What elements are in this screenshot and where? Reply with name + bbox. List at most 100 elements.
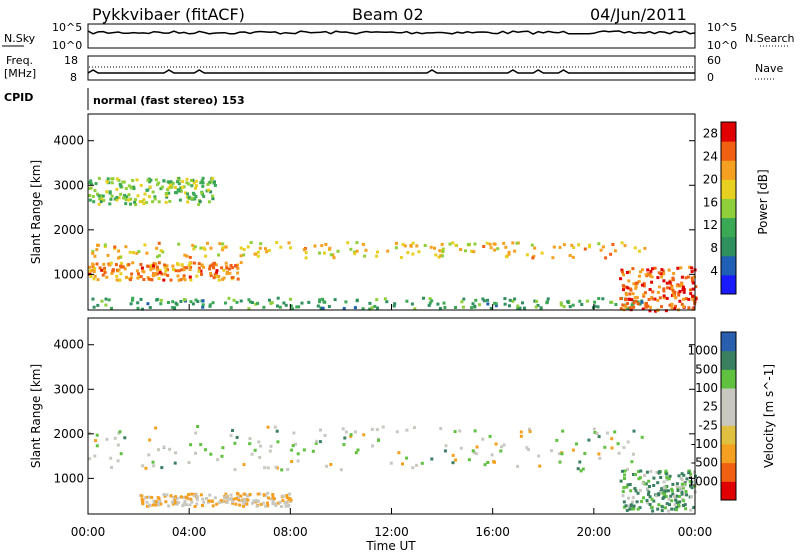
echo-cell bbox=[656, 507, 660, 511]
echo-cell bbox=[147, 453, 151, 457]
echo-cell bbox=[187, 264, 191, 267]
echo-cell bbox=[256, 301, 260, 305]
echo-cell bbox=[105, 437, 109, 441]
echo-cell bbox=[111, 268, 115, 272]
echo-cell bbox=[630, 303, 634, 307]
echo-cell bbox=[88, 265, 91, 269]
echo-cell bbox=[632, 452, 635, 456]
echo-cell bbox=[680, 302, 684, 306]
echo-cell bbox=[179, 189, 183, 193]
echo-cell bbox=[151, 190, 155, 194]
echo-cell bbox=[190, 500, 194, 504]
echo-cell bbox=[648, 503, 652, 506]
echo-cell bbox=[329, 463, 333, 466]
echo-cell bbox=[664, 469, 668, 473]
echo-cell bbox=[159, 502, 163, 506]
echo-cell bbox=[516, 306, 520, 310]
echo-cell bbox=[624, 504, 628, 508]
echo-cell bbox=[224, 261, 228, 265]
echo-cell bbox=[119, 192, 123, 196]
echo-cell bbox=[92, 305, 96, 309]
velocity-colorbar-segment bbox=[721, 481, 736, 501]
echo-cell bbox=[576, 467, 580, 471]
x-axis-ticks: 00:00 04:00 08:00 12:00 16:00 20:00 00:00 bbox=[71, 304, 712, 539]
echo-cell bbox=[623, 244, 627, 248]
echo-cell bbox=[467, 458, 471, 462]
echo-cell bbox=[262, 493, 266, 497]
echo-cell bbox=[187, 182, 191, 186]
echo-cell bbox=[691, 279, 694, 283]
echo-cell bbox=[165, 195, 169, 199]
echo-cell bbox=[189, 300, 193, 304]
echo-cell bbox=[640, 499, 644, 503]
echo-cell bbox=[169, 278, 173, 282]
echo-cell bbox=[670, 286, 674, 290]
echo-cell bbox=[188, 503, 192, 507]
echo-cell bbox=[649, 274, 652, 278]
echo-cell bbox=[481, 437, 485, 441]
echo-cell bbox=[346, 241, 350, 245]
echo-cell bbox=[226, 270, 229, 274]
echo-cell bbox=[375, 254, 379, 258]
echo-cell bbox=[177, 189, 181, 193]
echo-cell bbox=[692, 275, 696, 279]
echo-cell bbox=[471, 302, 475, 306]
echo-cell bbox=[331, 253, 335, 257]
echo-cell bbox=[616, 442, 620, 446]
echo-cell bbox=[536, 303, 540, 307]
echo-cell bbox=[656, 276, 660, 280]
echo-cell bbox=[539, 306, 543, 310]
echo-cell bbox=[304, 256, 308, 260]
echo-cell bbox=[101, 273, 105, 277]
echo-cell bbox=[123, 193, 127, 197]
echo-cell bbox=[625, 293, 628, 297]
echo-cell bbox=[502, 241, 506, 245]
power-colorbar-segment bbox=[721, 255, 736, 276]
echo-cell bbox=[268, 449, 272, 453]
power-colorbar-tick: 20 bbox=[703, 172, 718, 186]
echo-cell bbox=[535, 300, 539, 303]
echo-cell bbox=[674, 304, 677, 308]
echo-cell bbox=[132, 251, 135, 254]
echo-cell bbox=[155, 246, 159, 250]
echo-cell bbox=[353, 252, 357, 256]
echo-cell bbox=[122, 196, 125, 200]
echo-cell bbox=[668, 280, 672, 284]
velocity-colorbar-segment bbox=[721, 444, 736, 464]
echo-cell bbox=[395, 241, 398, 245]
echo-cell bbox=[648, 309, 652, 313]
echo-cell bbox=[671, 276, 675, 280]
echo-cell bbox=[175, 180, 179, 184]
echo-cell bbox=[169, 494, 173, 498]
echo-cell bbox=[144, 466, 148, 470]
echo-cell bbox=[141, 502, 145, 506]
echo-cell bbox=[647, 479, 651, 483]
echo-cell bbox=[118, 430, 122, 434]
echo-cell bbox=[220, 454, 224, 458]
echo-cell bbox=[694, 285, 698, 289]
echo-cell bbox=[660, 505, 664, 509]
echo-cell bbox=[627, 496, 630, 500]
echo-cell bbox=[236, 271, 240, 275]
echo-cell bbox=[91, 263, 95, 267]
echo-cell bbox=[320, 244, 324, 248]
echo-cell bbox=[256, 492, 260, 496]
echo-cell bbox=[130, 272, 134, 276]
echo-cell bbox=[354, 451, 358, 455]
echo-cell bbox=[638, 274, 641, 278]
echo-cell bbox=[646, 501, 650, 505]
echo-cell bbox=[645, 470, 649, 474]
echo-cell bbox=[411, 252, 415, 256]
echo-cell bbox=[676, 489, 680, 492]
echo-cell bbox=[642, 496, 645, 500]
echo-cell bbox=[211, 176, 215, 180]
echo-cell bbox=[245, 502, 249, 506]
noise-right-tick-bottom: 10^0 bbox=[707, 39, 737, 52]
echo-cell bbox=[504, 245, 508, 249]
echo-cell bbox=[229, 264, 233, 267]
echo-cell bbox=[333, 298, 337, 302]
echo-cell bbox=[140, 266, 144, 270]
echo-cell bbox=[118, 255, 122, 259]
echo-cell bbox=[187, 195, 191, 199]
echo-cell bbox=[614, 303, 618, 306]
